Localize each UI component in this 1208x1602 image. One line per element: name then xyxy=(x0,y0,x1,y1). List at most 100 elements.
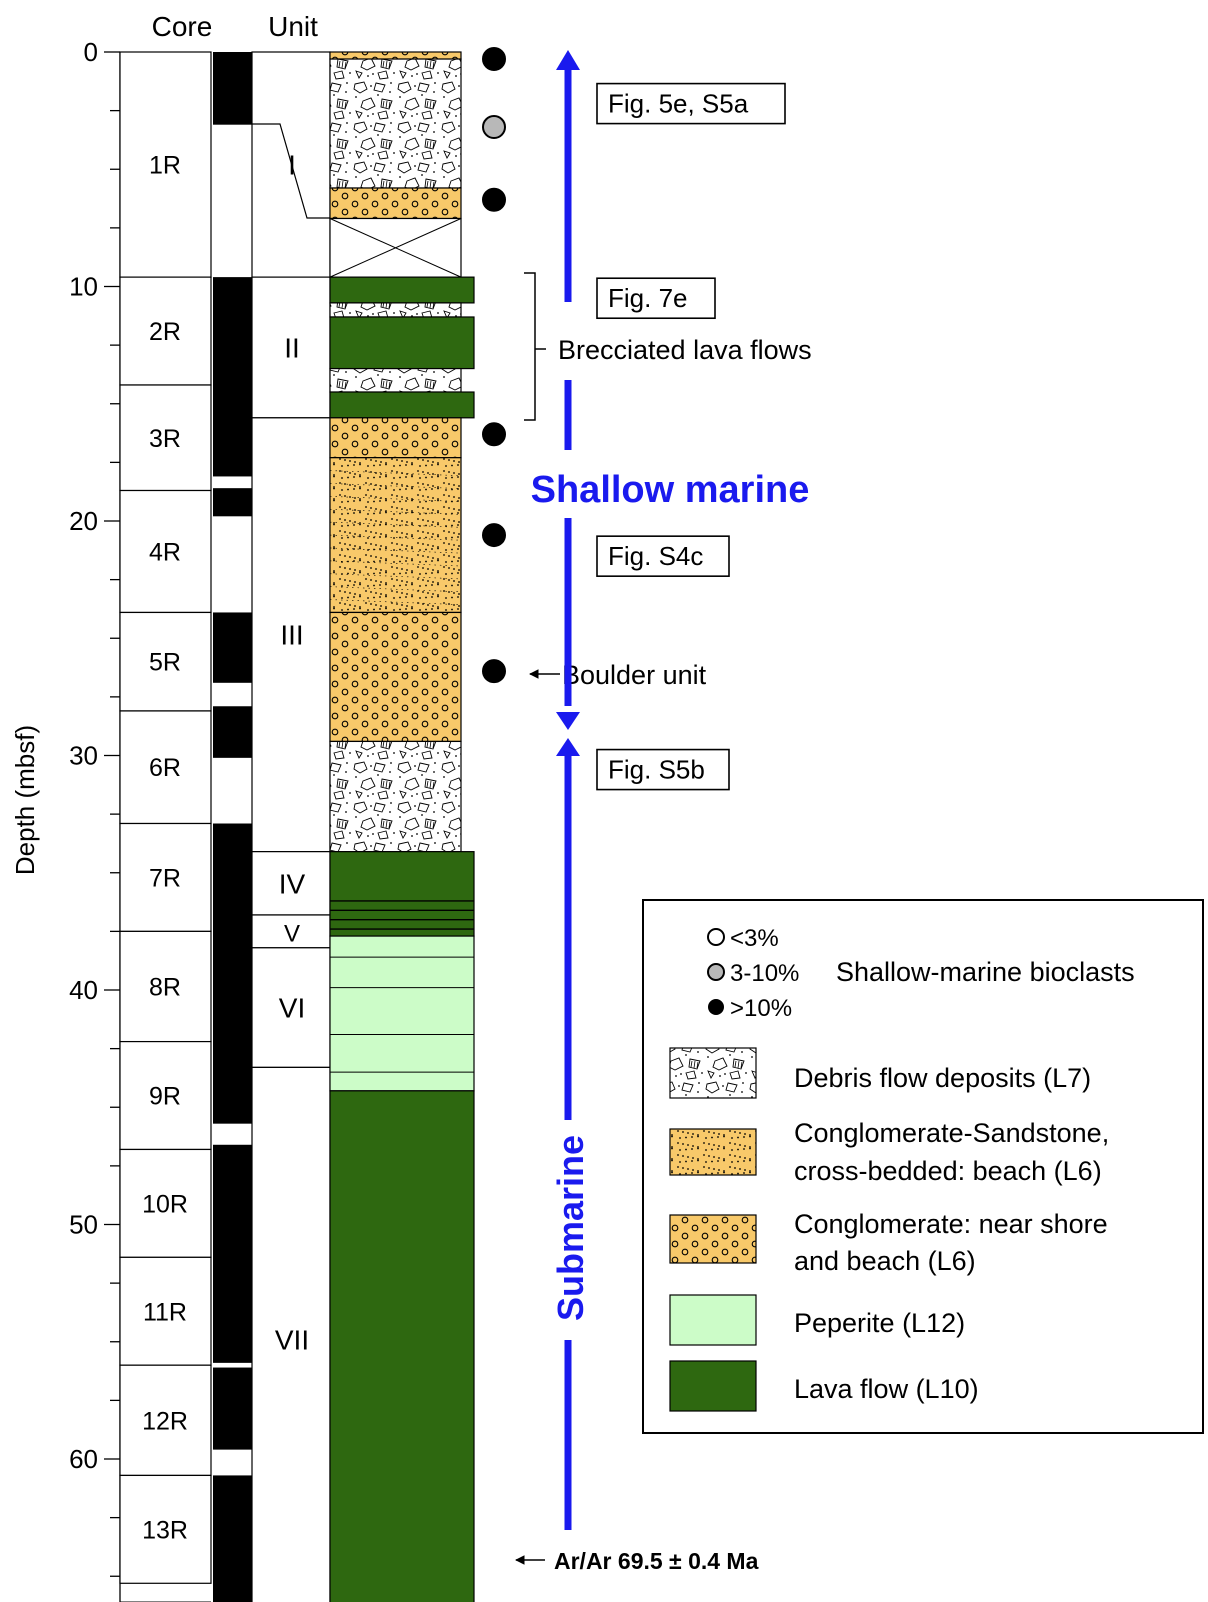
legend-conglomerate-label-line2: and beach (L6) xyxy=(794,1246,976,1276)
unit-label: II xyxy=(284,332,300,363)
legend-lava-swatch xyxy=(669,1360,757,1412)
legend: <3% 3-10% >10% Shallow-marine bioclasts … xyxy=(642,899,1204,1434)
figure-ref-label: Fig. 5e, S5a xyxy=(608,89,749,119)
boulder-note: Boulder unit xyxy=(529,660,707,690)
core-label: 3R xyxy=(149,425,181,453)
recovered-interval xyxy=(213,52,252,125)
legend-peperite-label: Peperite (L12) xyxy=(794,1308,965,1338)
recovered-interval xyxy=(213,706,252,758)
bioclast-marker-high xyxy=(482,523,506,548)
core-label: 12R xyxy=(142,1407,188,1435)
legend-peperite-swatch xyxy=(669,1294,757,1346)
legend-sandstone-label-line1: Conglomerate-Sandstone, xyxy=(794,1118,1109,1148)
lithology-lava xyxy=(329,276,475,304)
lithology-lava xyxy=(329,851,475,937)
core-label: 1R xyxy=(149,152,181,180)
unit-label: V xyxy=(284,920,300,947)
legend-bioclast-high: >10% xyxy=(730,995,792,1022)
recovered-interval xyxy=(213,1144,252,1363)
core-interval-10R xyxy=(119,1148,212,1258)
unit-interval-V xyxy=(251,914,331,949)
lithology-debris xyxy=(329,367,462,393)
core-interval-9R xyxy=(119,1040,212,1151)
legend-debris-label: Debris flow deposits (L7) xyxy=(794,1063,1091,1093)
axis-tick-label: 0 xyxy=(84,37,98,67)
unit-label: VII xyxy=(275,1324,309,1355)
legend-bioclast-high-icon xyxy=(708,999,724,1015)
recovered-interval xyxy=(213,277,252,477)
recovered-interval xyxy=(213,1367,252,1450)
bioclast-marker-high xyxy=(482,659,506,684)
depth-axis-label: Depth (mbsf) xyxy=(10,725,40,875)
core-column: 1R 2R 3R 4R 5R 6R 7R 8R 9R 10R 11R 12R 13R xyxy=(119,51,212,1602)
core-label: 5R xyxy=(149,649,181,677)
core-label: 11R xyxy=(143,1298,187,1326)
core-label: 9R xyxy=(149,1083,181,1111)
arar-age-label: Ar/Ar 69.5 ± 0.4 Ma xyxy=(554,1548,759,1574)
unit-interval-I xyxy=(251,51,331,278)
lithology-conglomerate xyxy=(329,51,462,60)
figure-ref-label: Fig. S4c xyxy=(608,541,703,571)
bioclast-marker-medium xyxy=(482,115,506,140)
environment-arrows: Shallow marine Submarine xyxy=(531,50,810,1530)
unit-column-header: Unit xyxy=(268,11,318,42)
bioclast-marker-high xyxy=(482,187,506,212)
recovered-interval xyxy=(213,1475,252,1602)
core-label: 7R xyxy=(149,864,181,892)
lithology-sandstone xyxy=(329,457,462,614)
axis-tick-label: 20 xyxy=(69,506,98,536)
recovered-interval xyxy=(213,612,252,683)
axis-tick-label: 50 xyxy=(69,1210,98,1240)
bracket-line xyxy=(524,272,536,421)
unit-label: III xyxy=(280,620,303,651)
shallow-marine-label: Shallow marine xyxy=(531,469,810,511)
arar-note: Ar/Ar 69.5 ± 0.4 Ma xyxy=(515,1548,759,1574)
core-label: 10R xyxy=(142,1190,188,1218)
axis-tick-label: 10 xyxy=(69,272,98,302)
unit-interval-VII xyxy=(251,1066,331,1602)
core-interval-8R xyxy=(119,930,212,1043)
lithology-debris xyxy=(329,740,462,853)
recovered-interval xyxy=(213,488,252,517)
legend-sandstone-swatch xyxy=(669,1128,757,1176)
core-interval-7R xyxy=(119,822,212,932)
core-interval-6R xyxy=(119,710,212,825)
figure-references: Fig. 5e, S5a Fig. 7e Fig. S4c Fig. S5b xyxy=(596,82,786,791)
figure-ref-box xyxy=(596,277,716,320)
legend-bioclast-title: Shallow-marine bioclasts xyxy=(836,957,1135,987)
unit-interval-IV xyxy=(251,851,331,916)
axis-tick-label: 40 xyxy=(69,975,98,1005)
lithology-lava xyxy=(329,1090,475,1602)
core-label: 2R xyxy=(149,318,181,346)
submarine-label: Submarine xyxy=(550,1135,591,1321)
recovery-column xyxy=(213,52,252,1602)
lithology-conglomerate xyxy=(329,611,462,743)
legend-conglomerate-label-line1: Conglomerate: near shore xyxy=(794,1209,1108,1239)
legend-bioclast-medium-icon xyxy=(707,963,725,981)
core-label: 6R xyxy=(149,754,181,782)
brecciated-label: Brecciated lava flows xyxy=(558,335,812,365)
core-interval-1R xyxy=(119,51,212,278)
legend-conglomerate-swatch xyxy=(669,1214,757,1264)
axis-tick-label: 60 xyxy=(69,1444,98,1474)
shallow-arrow-head xyxy=(556,50,580,70)
figure-ref-label: Fig. 7e xyxy=(608,283,688,313)
recovered-interval xyxy=(213,823,252,1124)
depth-axis-ticks: 0 10 20 30 40 50 60 xyxy=(69,37,120,1577)
lithology-peperite xyxy=(329,935,475,1092)
core-interval-4R xyxy=(119,489,212,614)
legend-bioclast-medium: 3-10% xyxy=(730,960,799,987)
unit-interval-II xyxy=(251,276,331,419)
legend-sandstone-label-line2: cross-bedded: beach (L6) xyxy=(794,1156,1102,1186)
legend-debris-swatch xyxy=(669,1047,757,1099)
core-interval-13R xyxy=(119,1474,212,1584)
unit-i-tie-line xyxy=(252,123,330,219)
figure-ref-box xyxy=(596,82,786,125)
unit-interval-III xyxy=(251,417,331,853)
submarine-arrow-head xyxy=(556,738,580,756)
lithology-conglomerate xyxy=(329,417,462,459)
no-recovery-cross xyxy=(329,218,462,278)
unit-interval-VI xyxy=(251,947,331,1068)
lithology-conglomerate xyxy=(329,187,462,220)
